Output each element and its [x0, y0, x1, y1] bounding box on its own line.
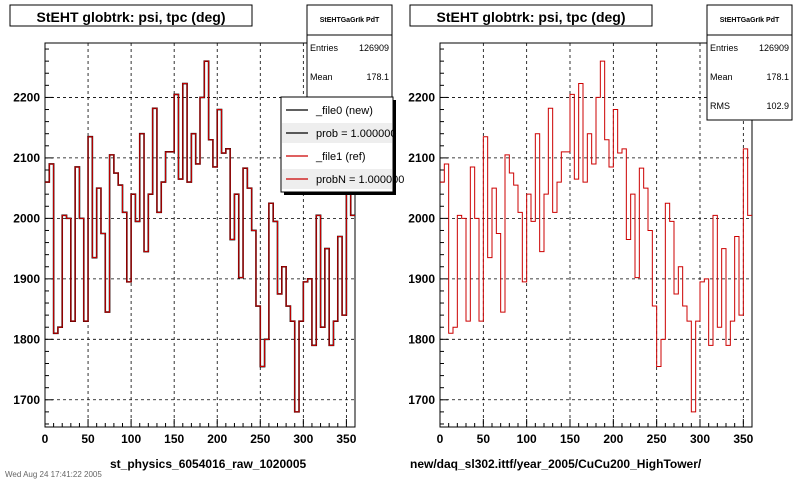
title-box — [9, 4, 253, 27]
file-path-label: new/daq_sl302.ittf/year_2005/CuCu200_Hig… — [410, 457, 702, 471]
y-tick-label: 2200 — [408, 90, 435, 104]
title-box — [409, 4, 653, 27]
stats-mean-label: Mean — [310, 72, 333, 82]
y-tick-label: 2100 — [13, 151, 40, 165]
x-tick-label: 200 — [603, 432, 623, 446]
x-tick-label: 250 — [250, 432, 270, 446]
x-tick-label: 50 — [477, 432, 491, 446]
x-tick-label: 150 — [560, 432, 580, 446]
stats-rms-value: 102.9 — [766, 101, 789, 111]
legend-label-1: _file0 (new) — [315, 105, 373, 117]
y-tick-label: 1700 — [13, 393, 40, 407]
stats-rms-label: RMS — [710, 101, 730, 111]
stats-entries-value: 126909 — [759, 43, 789, 53]
chart-title: StEHT globtrk: psi, tpc (deg) — [437, 9, 626, 25]
y-tick-label: 2000 — [13, 211, 40, 225]
x-tick-label: 0 — [42, 432, 49, 446]
file-path-label: st_physics_6054016_raw_1020005 — [110, 457, 306, 471]
y-tick-label: 1900 — [13, 272, 40, 286]
histogram-series-1 — [440, 60, 752, 413]
x-tick-label: 50 — [81, 432, 95, 446]
y-tick-label: 2200 — [13, 90, 40, 104]
legend-label-4: probN = 1.000000 — [316, 174, 404, 186]
x-tick-label: 0 — [437, 432, 444, 446]
stats-entries-label: Entries — [710, 43, 739, 53]
x-tick-label: 150 — [164, 432, 184, 446]
y-tick-label: 1900 — [408, 272, 435, 286]
y-tick-label: 2000 — [408, 211, 435, 225]
histogram-series-2 — [45, 60, 355, 413]
chart-panel-2: 0 50 100 150 200 250 300 350 1700 1800 1900 2000 210… — [408, 4, 793, 471]
stats-name: StEHTGaGrIk PdT — [320, 17, 380, 24]
legend-row-bg — [282, 123, 392, 143]
x-tick-label: 350 — [733, 432, 753, 446]
timestamp-footer: Wed Aug 24 17:41:22 2005 — [5, 470, 102, 479]
y-tick-label: 2100 — [408, 151, 435, 165]
y-tick-label: 1700 — [408, 393, 435, 407]
stats-box — [706, 4, 793, 121]
stats-mean-value: 178.1 — [766, 72, 789, 82]
chart-panel-1: 0 50 100 150 200 250 300 350 1700 1800 1900 2000 210… — [9, 4, 404, 471]
legend-label-3: _file1 (ref) — [315, 151, 366, 163]
x-tick-label: 300 — [690, 432, 710, 446]
x-tick-label: 250 — [647, 432, 667, 446]
stats-entries-value: 126909 — [359, 43, 389, 53]
legend-row-bg — [282, 169, 392, 189]
stats-mean-value: 178.1 — [366, 72, 389, 82]
legend-label-2: prob = 1.000000 — [316, 128, 396, 140]
x-tick-label: 100 — [517, 432, 537, 446]
x-tick-label: 100 — [121, 432, 141, 446]
stats-entries-label: Entries — [310, 43, 339, 53]
x-tick-label: 350 — [336, 432, 356, 446]
y-tick-label: 1800 — [13, 332, 40, 346]
stats-mean-label: Mean — [710, 72, 733, 82]
stats-name: StEHTGaGrIk PdT — [720, 17, 780, 24]
y-tick-label: 1800 — [408, 332, 435, 346]
x-tick-label: 200 — [207, 432, 227, 446]
x-tick-label: 300 — [293, 432, 313, 446]
chart-title: StEHT globtrk: psi, tpc (deg) — [37, 9, 226, 25]
